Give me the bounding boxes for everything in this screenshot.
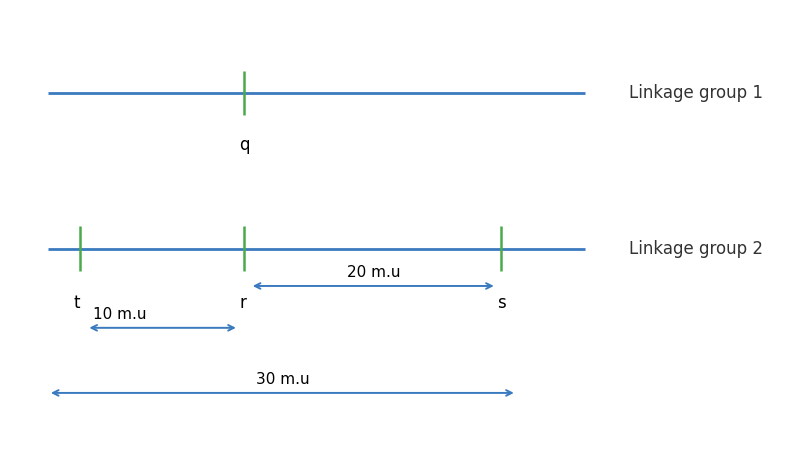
Text: 10 m.u: 10 m.u xyxy=(93,307,147,322)
Text: r: r xyxy=(239,294,247,312)
Text: 30 m.u: 30 m.u xyxy=(256,372,309,387)
Text: Linkage group 2: Linkage group 2 xyxy=(629,240,763,258)
Text: 20 m.u: 20 m.u xyxy=(347,266,400,280)
Text: q: q xyxy=(239,136,250,154)
Text: s: s xyxy=(497,294,505,312)
Text: t: t xyxy=(74,294,80,312)
Text: Linkage group 1: Linkage group 1 xyxy=(629,84,763,102)
